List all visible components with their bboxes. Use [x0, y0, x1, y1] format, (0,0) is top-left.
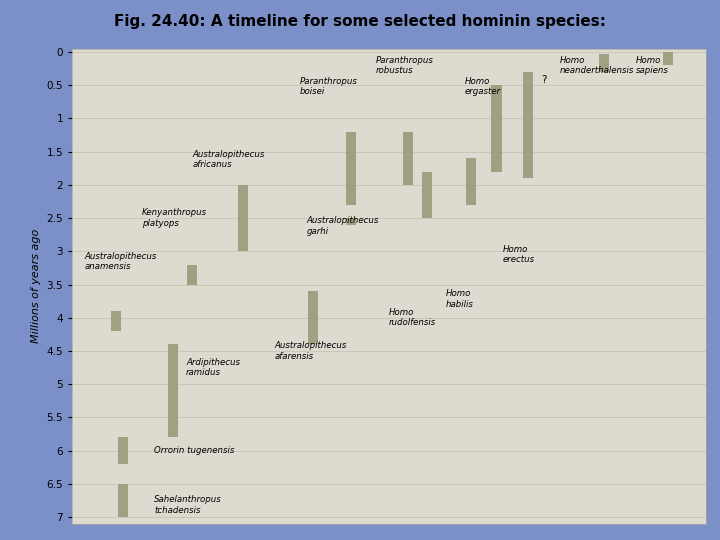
- Text: Ardipithecus
ramidus: Ardipithecus ramidus: [186, 358, 240, 377]
- Text: Australopithecus
anamensis: Australopithecus anamensis: [85, 252, 157, 271]
- Bar: [307, 291, 318, 345]
- Text: Australopithecus
garhi: Australopithecus garhi: [307, 217, 379, 236]
- Bar: [112, 311, 122, 331]
- Bar: [466, 158, 476, 205]
- Text: Paranthropus
boisei: Paranthropus boisei: [300, 77, 358, 96]
- Bar: [117, 484, 127, 517]
- Bar: [422, 172, 432, 218]
- Bar: [492, 85, 502, 172]
- Text: Orrorin tugenensis: Orrorin tugenensis: [154, 446, 235, 455]
- Bar: [402, 132, 413, 185]
- Bar: [523, 72, 534, 178]
- Text: Homo
sapiens: Homo sapiens: [636, 56, 669, 75]
- Text: Homo
erectus: Homo erectus: [503, 245, 535, 265]
- Bar: [346, 218, 356, 225]
- Text: Homo
rudolfensis: Homo rudolfensis: [389, 308, 436, 327]
- Text: Homo
habilis: Homo habilis: [446, 289, 474, 309]
- Bar: [662, 52, 672, 65]
- Text: Fig. 24.40: A timeline for some selected hominin species:: Fig. 24.40: A timeline for some selected…: [114, 14, 606, 29]
- Text: Australopithecus
afarensis: Australopithecus afarensis: [275, 341, 347, 361]
- Bar: [117, 437, 127, 464]
- Bar: [238, 185, 248, 251]
- Text: ?: ?: [541, 75, 546, 85]
- Text: Homo
neanderthalensis: Homo neanderthalensis: [560, 56, 634, 75]
- Bar: [168, 345, 179, 437]
- Text: Sahelanthropus
tchadensis: Sahelanthropus tchadensis: [154, 496, 222, 515]
- Bar: [346, 132, 356, 205]
- Y-axis label: Millions of years ago: Millions of years ago: [31, 229, 41, 343]
- Text: Homo
ergaster: Homo ergaster: [465, 77, 501, 96]
- Bar: [187, 265, 197, 285]
- Bar: [599, 54, 609, 72]
- Text: Paranthropus
robustus: Paranthropus robustus: [376, 56, 434, 75]
- Text: Australopithecus
africanus: Australopithecus africanus: [192, 150, 265, 170]
- Text: Kenyanthropus
platyops: Kenyanthropus platyops: [142, 208, 207, 228]
